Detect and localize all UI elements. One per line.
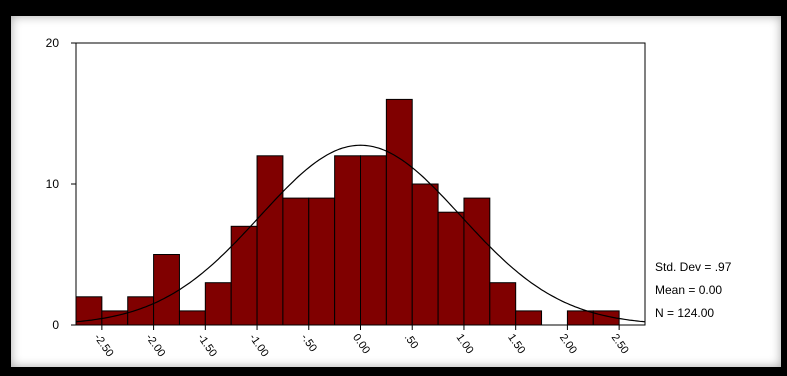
x-tick-label: 0.00 [350, 332, 372, 356]
stat-mean: Mean = 0.00 [655, 283, 723, 297]
stat-std-dev: Std. Dev = .97 [655, 260, 732, 274]
histogram-bar [282, 197, 310, 326]
x-tick-label: 2.50 [609, 332, 631, 356]
histogram-bar [489, 282, 517, 326]
x-tick-label: 2.00 [557, 332, 579, 356]
histogram-bar [153, 254, 180, 326]
histogram-bar [385, 98, 413, 326]
x-tick-label: -.50 [298, 332, 319, 354]
histogram-bar [178, 310, 206, 326]
histogram-bar [566, 310, 594, 326]
histogram-bar [437, 211, 465, 326]
histogram-bar [360, 155, 387, 326]
histogram-bar [308, 197, 336, 326]
x-tick-label: -1.00 [247, 332, 271, 359]
bars-group [75, 98, 620, 326]
histogram-bar [463, 197, 491, 326]
normal-curve [75, 144, 646, 323]
x-tick-label: -2.50 [91, 332, 115, 359]
stat-n: N = 124.00 [655, 306, 715, 320]
x-tick-label: 1.00 [453, 332, 475, 356]
x-tick-label: -1.50 [195, 332, 219, 359]
histogram-bar [515, 310, 543, 326]
histogram-bar [256, 155, 284, 326]
y-tick-label: 0 [52, 318, 59, 332]
histogram-bar [411, 183, 439, 326]
histogram-bar [230, 225, 258, 326]
histogram-bar [334, 155, 361, 326]
y-tick-label: 10 [46, 177, 60, 191]
x-tick-label: 1.50 [505, 332, 527, 356]
x-tick-label: .50 [402, 332, 421, 351]
histogram-bar [204, 282, 232, 326]
y-tick-label: 20 [46, 36, 60, 50]
x-axis: -2.50 -2.00 -1.50 -1.00 -.50 0.00 .50 1.00 1.50 2… [91, 325, 631, 359]
histogram-bar [127, 296, 155, 326]
x-tick-label: -2.00 [143, 332, 167, 359]
y-axis: 0 10 20 [46, 36, 76, 332]
